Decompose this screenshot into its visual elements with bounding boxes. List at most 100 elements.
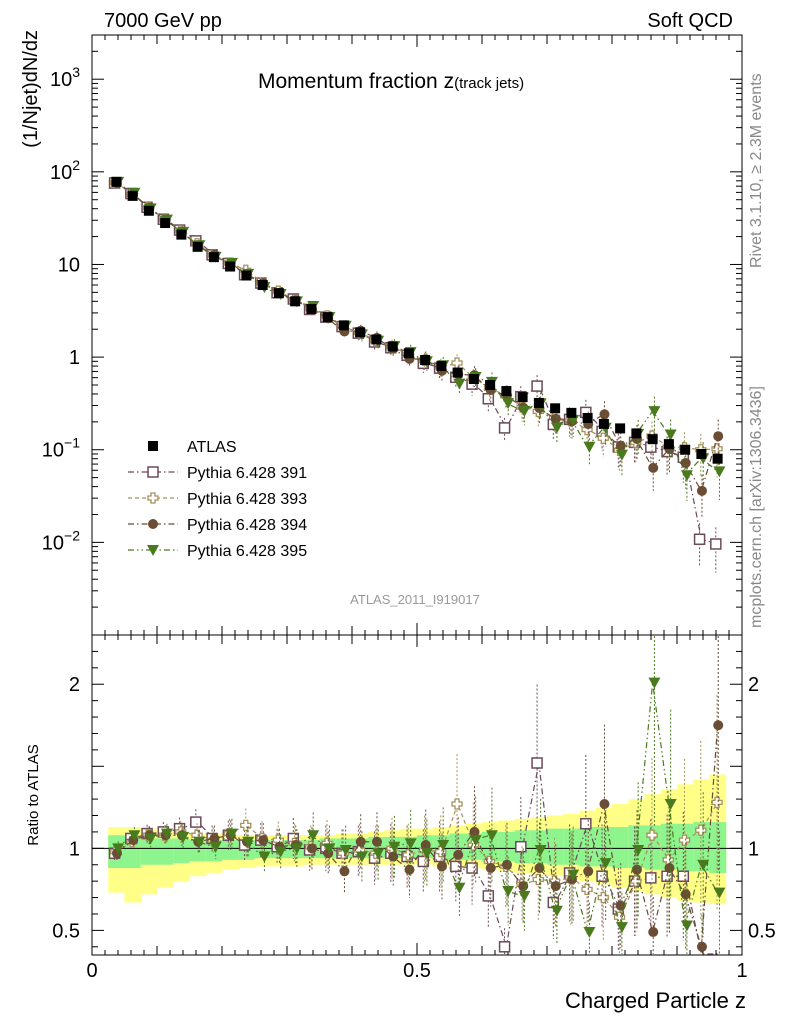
ratio-point xyxy=(240,819,252,832)
ratio-point xyxy=(664,799,677,811)
legend-marker xyxy=(147,466,159,478)
y-tick-exponent: −2 xyxy=(64,527,80,543)
ratio-tick-label-right: 1 xyxy=(748,838,759,860)
ratio-point xyxy=(323,843,336,855)
ratio-point xyxy=(678,834,691,846)
data-point xyxy=(648,406,661,418)
header-left: 7000 GeV pp xyxy=(104,10,222,32)
data-point xyxy=(648,462,659,473)
ratio-point xyxy=(696,941,707,952)
ratio-point xyxy=(680,889,691,900)
ratio-point xyxy=(518,890,531,902)
chart-title: Momentum fraction z(track jets) xyxy=(258,70,524,93)
ratio-tick-label: 2 xyxy=(69,674,80,696)
series-line xyxy=(116,181,719,477)
ratio-point xyxy=(531,757,543,769)
y-tick-label: 103 xyxy=(50,64,80,91)
data-point xyxy=(664,429,677,441)
atlas-point xyxy=(485,379,496,390)
band-inner xyxy=(579,827,597,867)
ratio-point xyxy=(501,859,512,870)
ratio-point xyxy=(615,922,628,934)
data-point xyxy=(713,466,726,478)
ratio-point xyxy=(631,864,642,875)
atlas-point xyxy=(533,397,544,408)
series-line xyxy=(116,182,718,451)
atlas-point xyxy=(127,190,138,201)
y-tick-base: 10 xyxy=(42,440,64,462)
data-point xyxy=(583,441,596,453)
ratio-point xyxy=(437,840,450,852)
data-point xyxy=(696,485,707,496)
atlas-point xyxy=(501,386,512,397)
x-tick-label: 1 xyxy=(736,960,747,982)
ratio-point xyxy=(469,835,482,847)
ratio-point xyxy=(190,816,202,828)
ratio-point xyxy=(498,941,511,953)
legend-label: Pythia 6.428 395 xyxy=(187,543,307,560)
data-point xyxy=(482,393,495,405)
ratio-point xyxy=(664,863,675,874)
legend-label: Pythia 6.428 391 xyxy=(187,465,307,482)
data-point xyxy=(518,405,531,417)
ratio-point xyxy=(550,905,563,917)
data-point xyxy=(498,422,511,434)
ratio-point xyxy=(209,841,222,853)
ratio-point xyxy=(193,836,206,848)
data-point xyxy=(680,457,691,468)
atlas-point xyxy=(550,403,561,414)
data-point xyxy=(453,378,466,390)
ratio-point xyxy=(534,844,547,856)
legend-marker xyxy=(147,545,159,556)
atlas-point xyxy=(257,280,268,291)
y-tick-base: 10 xyxy=(50,162,72,184)
ratio-point xyxy=(680,920,693,932)
ratio-point xyxy=(417,855,430,868)
ratio-point xyxy=(144,833,157,845)
ratio-point xyxy=(112,843,125,855)
band-inner xyxy=(693,822,710,872)
ratio-point xyxy=(515,840,527,853)
ratio-tick-label: 1 xyxy=(69,838,80,860)
analysis-id: ATLAS_2011_I919017 xyxy=(350,592,480,607)
ratio-point xyxy=(372,848,385,860)
data-series xyxy=(108,176,726,955)
ratio-point xyxy=(532,873,544,886)
ratio-point xyxy=(420,848,433,860)
ratio-point xyxy=(306,843,317,854)
atlas-point xyxy=(111,176,122,187)
ratio-point xyxy=(466,862,478,874)
legend: ATLAS Pythia 6.428 391 Pythia 6.428 393 Pyt… xyxy=(128,439,307,560)
ratio-point xyxy=(534,863,545,874)
ratio-point xyxy=(645,872,657,884)
atlas-point xyxy=(647,434,658,445)
data-point xyxy=(531,380,543,392)
data-point xyxy=(680,470,693,482)
ratio-point xyxy=(482,890,495,902)
data-point xyxy=(713,431,724,442)
ratio-point xyxy=(646,829,658,841)
y-tick-label: 1 xyxy=(69,347,80,369)
chart-title-main: Momentum fraction z xyxy=(258,70,454,93)
atlas-point xyxy=(566,407,577,418)
y-tick-exponent: 3 xyxy=(72,64,80,80)
atlas-point xyxy=(663,439,674,450)
legend-marker xyxy=(148,519,158,529)
ratio-point xyxy=(404,864,415,875)
ratio-point xyxy=(177,831,190,843)
band-inner xyxy=(709,822,727,873)
ratio-point xyxy=(420,840,431,851)
atlas-point xyxy=(322,312,333,323)
y-tick-exponent: 2 xyxy=(72,157,80,173)
ratio-point xyxy=(581,883,593,896)
atlas-point xyxy=(192,241,203,252)
legend-label: Pythia 6.428 393 xyxy=(187,491,307,508)
chart-text: 7000 GeV pp Soft QCD Momentum fraction z… xyxy=(20,10,746,1013)
ratio-tick-label: 0.5 xyxy=(52,920,80,942)
mcplots-label: mcplots.cern.ch [arXiv:1306.3436] xyxy=(748,386,765,628)
ratio-point xyxy=(209,833,220,844)
ratio-point xyxy=(388,851,399,862)
atlas-point xyxy=(290,296,301,307)
